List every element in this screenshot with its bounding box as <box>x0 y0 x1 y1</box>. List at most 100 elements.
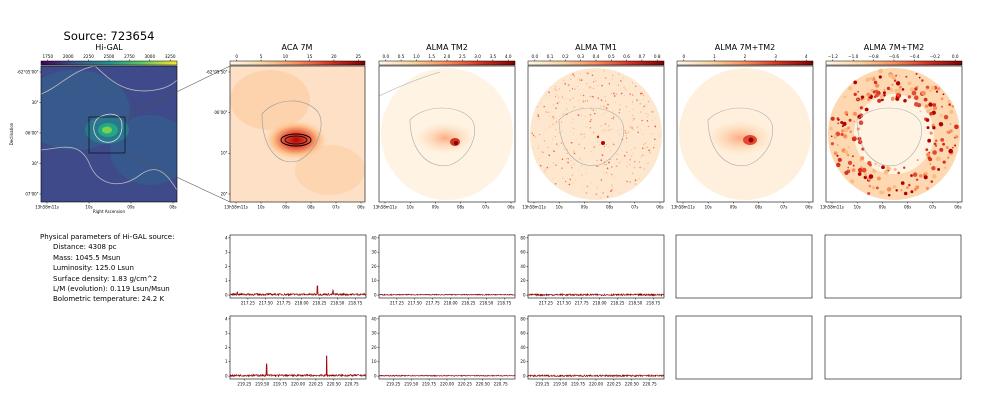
colorbar-tick-label: −0.6 <box>889 54 900 59</box>
x-tick-label: 13h58m11s <box>671 205 695 210</box>
map-title-tm2: ALMA TM2 <box>426 43 468 52</box>
spectra-panels: 0 1 2 3 4 217.25 217.50 217.75 218.00 218.25 218.5… <box>225 234 665 387</box>
spectrum-x-tick-label: 219.25 <box>386 382 400 387</box>
spectrum-y-tick-label: 20 <box>371 345 377 350</box>
spectrum-x-tick-label: 218.50 <box>330 301 344 306</box>
spectrum-frame <box>378 234 516 299</box>
y-tick-label: 30" <box>32 161 39 166</box>
spectrum-x-tick-label: 220.75 <box>643 382 657 387</box>
empty-spectrum-7mtm2-row2 <box>675 315 813 380</box>
x-tick-label: 09s <box>730 205 737 210</box>
x-tick-label: 08s <box>904 205 911 210</box>
x-tick-label: 06s <box>507 205 514 210</box>
spectrum-x-tick-label: 220.00 <box>589 382 603 387</box>
colorbar-tick-label: 15 <box>307 54 313 59</box>
colorbar-tick-label: −1.2 <box>828 54 839 59</box>
spectrum-y-tick-label: 2 <box>225 345 228 350</box>
colorbar-tick-label: 0.5 <box>398 54 405 59</box>
map-image-aca7m <box>230 66 365 202</box>
y-tick-label: 06'00" <box>214 110 227 115</box>
spectrum-y-tick-label: 60 <box>520 331 526 336</box>
colorbar-tick-label: 0.0 <box>952 54 959 59</box>
spectrum-x-tick-label: 220.75 <box>345 382 359 387</box>
colorbar-tick-label: 1 <box>713 54 716 59</box>
colorbar-tm1 <box>527 60 665 66</box>
colorbar-tick-label: 20 <box>331 54 337 59</box>
spectrum-y-tick-label: 0 <box>374 293 377 298</box>
spectrum-y-tick-label: 10 <box>371 278 377 283</box>
spectrum-y-tick-label: 4 <box>225 235 228 240</box>
empty-spectrum-7mtm2-row1 <box>675 234 813 299</box>
spectrum-x-tick-label: 217.75 <box>277 301 291 306</box>
param-bolometric-temperature: Bolometric temperature: 24.2 K <box>53 295 165 304</box>
x-tick-label: 10s <box>854 205 861 210</box>
spectrum-x-tick-label: 220.75 <box>494 382 508 387</box>
colorbar-7mtm2 <box>676 60 814 66</box>
spectrum-y-tick-label: 80 <box>520 316 526 321</box>
spectrum-tm2-row2: 0 10 20 30 40 219.25 219.50 219.75 220.00 220.25 2… <box>371 315 516 387</box>
colorbar-tick-label: 0.0 <box>382 54 389 59</box>
spectrum-y-tick-label: 40 <box>520 264 526 269</box>
spectrum-y-tick-label: 2 <box>225 264 228 269</box>
x-tick-label: 09s <box>127 205 134 210</box>
colorbar-tick-label: 0 <box>235 54 238 59</box>
physical-parameters: Physical parameters of Hi-GAL source: Di… <box>40 232 174 305</box>
x-tick-label: 07s <box>929 205 936 210</box>
colorbar-tm2 <box>378 60 516 66</box>
colorbar-ticks-aca7m: 0 5 10 15 20 25 <box>235 54 361 61</box>
spectrum-trace <box>527 373 665 378</box>
spectrum-x-tick-label: 220.25 <box>458 382 472 387</box>
spectrum-x-tick-label: 218.00 <box>295 301 309 306</box>
spectrum-x-tick-label: 218.25 <box>461 301 475 306</box>
x-tick-label: 06s <box>656 205 663 210</box>
colorbar-tick-label: 1.5 <box>428 54 435 59</box>
spectrum-x-tick-label: 219.75 <box>422 382 436 387</box>
colorbar-tick-label: 0.2 <box>562 54 569 59</box>
spectrum-aca-7m-row1: 0 1 2 3 4 217.25 217.50 217.75 218.00 218.25 218.5… <box>225 234 367 306</box>
colorbar-tick-label: 4.0 <box>505 54 512 59</box>
spectrum-x-tick-label: 217.50 <box>259 301 273 306</box>
spectrum-y-tick-label: 30 <box>371 250 377 255</box>
spectrum-aca-7m-row2: 0 1 2 3 4 219.25 219.50 219.75 220.00 220.25 220.5… <box>225 315 367 387</box>
colorbar-tick-label: 25 <box>356 54 362 59</box>
colorbar-tick-label: 3.5 <box>490 54 497 59</box>
spectrum-y-tick-label: 1 <box>225 278 228 283</box>
spectrum-x-tick-label: 220.50 <box>625 382 639 387</box>
spectrum-x-tick-label: 220.50 <box>476 382 490 387</box>
spectrum-x-tick-label: 217.25 <box>390 301 404 306</box>
colorbar-tick-label: −0.2 <box>930 54 941 59</box>
spectrum-x-tick-label: 217.75 <box>426 301 440 306</box>
spectrum-y-tick-label: 40 <box>371 316 377 321</box>
x-tick-label: 10s <box>257 205 264 210</box>
empty-spectrum-7mtm2b-row2 <box>824 315 962 380</box>
spectrum-x-tick-label: 218.25 <box>610 301 624 306</box>
axis-ticks-7mtm2b: 13h58m11s 10s 09s 08s 07s 06s <box>820 202 962 210</box>
colorbar-ticks-7mtm2b: −1.2 −1.0 −0.8 −0.6 −0.4 −0.2 0.0 <box>828 54 959 61</box>
map-title-higal: Hi-GAL <box>95 43 123 52</box>
colorbar-ticks-7mtm2: 0 1 2 3 4 <box>682 54 808 61</box>
spectrum-x-tick-label: 219.75 <box>571 382 585 387</box>
xlabel-higal: Right Ascension <box>93 209 125 214</box>
spectrum-trace <box>527 292 665 297</box>
spectrum-y-tick-label: 3 <box>225 331 228 336</box>
spectrum-y-tick-label: 0 <box>225 293 228 298</box>
y-tick-label: 10" <box>221 151 228 156</box>
spectrum-x-tick-label: 220.25 <box>309 382 323 387</box>
colorbar-tick-label: 2500 <box>104 54 115 59</box>
spectrum-frame <box>378 315 516 380</box>
spectrum-tm2-row1: 0 10 20 30 40 217.25 217.50 217.75 218.00 218.25 2… <box>371 234 516 306</box>
colorbar-tick-label: 2 <box>744 54 747 59</box>
x-tick-label: 08s <box>755 205 762 210</box>
axis-ticks-higal: 13h58m11s 10s 09s 08s -62°05'00" 30" 06'00" 30"… <box>17 69 177 209</box>
empty-spectrum-7mtm2b-row1 <box>824 234 962 299</box>
ylabel-higal: Declination <box>9 122 14 145</box>
spectrum-x-tick-label: 218.75 <box>348 301 362 306</box>
y-tick-label: 30" <box>32 100 39 105</box>
y-tick-label: -62°05'50" <box>206 69 228 74</box>
x-tick-label: 06s <box>954 205 961 210</box>
x-tick-label: 09s <box>282 205 289 210</box>
map-title-aca7m: ACA 7M <box>282 43 313 52</box>
spectrum-x-tick-label: 217.25 <box>539 301 553 306</box>
spectrum-y-tick-label: 0 <box>225 374 228 379</box>
